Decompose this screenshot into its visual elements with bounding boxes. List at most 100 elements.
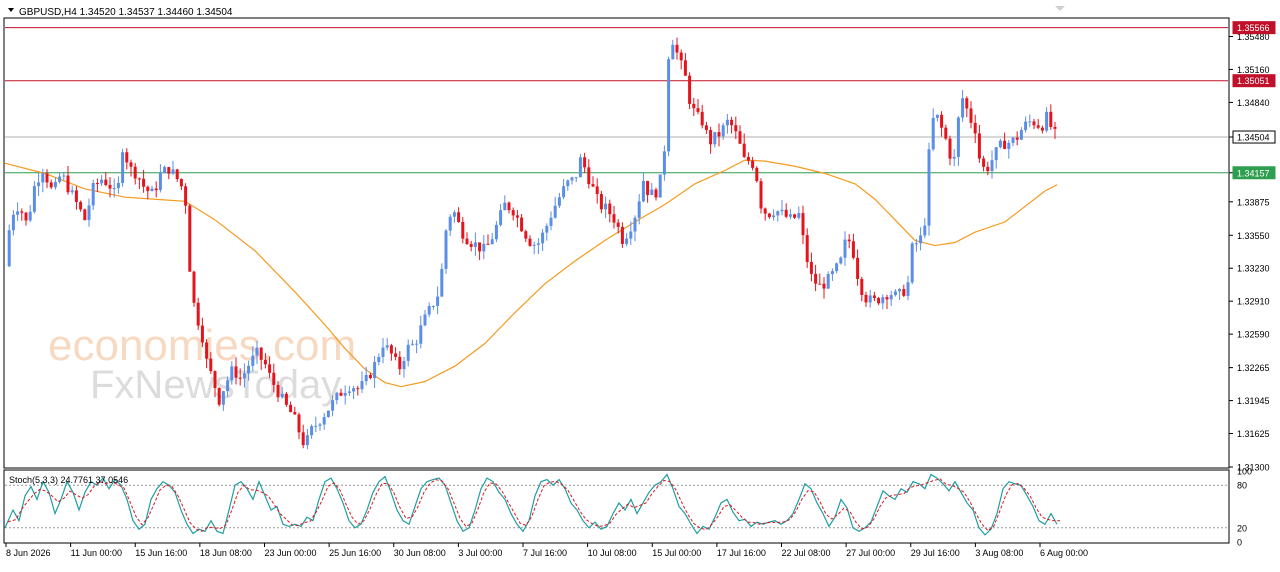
candle-body bbox=[37, 182, 41, 187]
candle-bull bbox=[499, 204, 503, 227]
candle-body bbox=[150, 188, 154, 192]
candle-bull bbox=[776, 210, 780, 222]
candle-body bbox=[74, 190, 78, 202]
candle-bear bbox=[461, 216, 465, 244]
candle-bull bbox=[503, 195, 507, 211]
price-tick-label: 1.31300 bbox=[1237, 463, 1270, 473]
level-price-label: 1.34157 bbox=[1237, 168, 1270, 178]
candle-bull bbox=[952, 149, 956, 167]
triangle-down-icon[interactable] bbox=[8, 8, 14, 12]
candle-bull bbox=[230, 361, 234, 385]
candle-bear bbox=[284, 392, 288, 407]
candle-bull bbox=[7, 224, 11, 268]
candle-bull bbox=[28, 204, 32, 223]
price-tick-label: 1.31945 bbox=[1237, 396, 1270, 406]
horizontal-levels bbox=[5, 27, 1228, 174]
candle-body bbox=[419, 325, 423, 344]
candle-bear bbox=[692, 97, 696, 117]
candle-body bbox=[671, 44, 675, 60]
candle-body bbox=[226, 380, 230, 392]
candle-bear bbox=[738, 125, 742, 145]
candle-body bbox=[570, 177, 574, 181]
candle-body bbox=[507, 202, 511, 211]
candle-body bbox=[398, 356, 402, 370]
candle-bear bbox=[595, 178, 599, 204]
candle-bear bbox=[129, 159, 133, 177]
candle-bull bbox=[402, 356, 406, 378]
candle-bear bbox=[45, 169, 49, 189]
candle-bull bbox=[415, 339, 419, 354]
candle-bull bbox=[87, 198, 91, 227]
candle-body bbox=[793, 214, 797, 218]
candle-bull bbox=[574, 177, 578, 183]
candle-bull bbox=[956, 116, 960, 166]
candle-body bbox=[1032, 121, 1036, 126]
candle-bear bbox=[688, 72, 692, 110]
candle-body bbox=[730, 119, 734, 126]
candle-body bbox=[381, 347, 385, 357]
candle-bear bbox=[368, 372, 372, 380]
candle-body bbox=[595, 186, 599, 194]
candle-bull bbox=[251, 346, 255, 372]
candle-bull bbox=[835, 262, 839, 274]
candle-body bbox=[469, 243, 473, 247]
candle-body bbox=[625, 238, 629, 244]
candle-bull bbox=[650, 182, 654, 196]
price-axis: 1.35480 1.35160 1.34840 1.34504 1.34157 1.338… bbox=[1229, 21, 1276, 473]
candle-body bbox=[431, 305, 435, 307]
candle-body bbox=[200, 325, 204, 343]
candle-body bbox=[385, 345, 389, 348]
candle-bull bbox=[545, 223, 549, 241]
candle-body bbox=[142, 178, 146, 187]
candle-body bbox=[70, 190, 74, 193]
candle-body bbox=[549, 217, 553, 226]
candle-body bbox=[335, 392, 339, 401]
candle-bear bbox=[259, 346, 263, 370]
candle-bear bbox=[356, 385, 360, 396]
candle-bull bbox=[541, 228, 545, 251]
candle-bear bbox=[1003, 132, 1007, 150]
candle-body bbox=[356, 388, 360, 390]
candle-body bbox=[856, 257, 860, 279]
candle-body bbox=[465, 238, 469, 244]
candle-bull bbox=[322, 412, 326, 430]
candle-body bbox=[217, 388, 221, 405]
candle-bull bbox=[532, 241, 536, 255]
candle-bear bbox=[675, 37, 679, 60]
candle-body bbox=[969, 108, 973, 123]
chart-shift-icon[interactable] bbox=[1055, 6, 1065, 11]
candle-body bbox=[230, 366, 234, 381]
candle-bear bbox=[679, 49, 683, 70]
symbol-header: GBPUSD,H4 1.34520 1.34537 1.34460 1.3450… bbox=[19, 7, 233, 18]
candle-bull bbox=[377, 353, 381, 366]
candle-bear bbox=[759, 178, 763, 214]
candle-body bbox=[591, 184, 595, 187]
candle-body bbox=[373, 362, 377, 379]
candle-body bbox=[1015, 137, 1019, 140]
stoch-tick-label: 20 bbox=[1237, 523, 1247, 533]
candle-bull bbox=[343, 385, 347, 405]
candle-bear bbox=[49, 179, 53, 190]
candle-bull bbox=[881, 294, 885, 310]
candle-bear bbox=[179, 178, 183, 190]
candle-bear bbox=[209, 352, 213, 374]
candle-body bbox=[751, 160, 755, 168]
candle-body bbox=[62, 175, 66, 177]
candle-body bbox=[847, 239, 851, 242]
candle-body bbox=[692, 103, 696, 109]
candle-body bbox=[121, 152, 125, 183]
time-tick-label: 23 Jun 00:00 bbox=[265, 548, 317, 558]
moving-average bbox=[4, 159, 1058, 388]
candle-bull bbox=[671, 39, 675, 60]
candle-body bbox=[818, 283, 822, 285]
candle-bear bbox=[1036, 118, 1040, 130]
candle-bull bbox=[494, 221, 498, 243]
candle-body bbox=[436, 296, 440, 306]
candle-bear bbox=[457, 207, 461, 223]
candle-bear bbox=[654, 187, 658, 201]
candle-body bbox=[478, 242, 482, 252]
candle-bear bbox=[704, 121, 708, 134]
candle-bull bbox=[116, 176, 120, 194]
